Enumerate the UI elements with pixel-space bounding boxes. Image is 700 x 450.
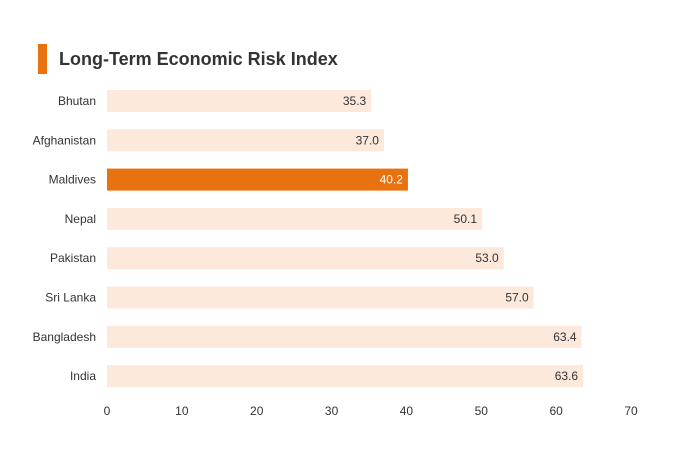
value-label-nepal: 50.1 xyxy=(454,212,478,226)
chart-title-block: Long-Term Economic Risk Index xyxy=(38,44,338,74)
bar-afghanistan xyxy=(107,129,384,152)
bar-bhutan xyxy=(107,90,372,112)
x-tick-label: 20 xyxy=(250,404,264,418)
value-label-sri-lanka: 57.0 xyxy=(505,291,529,305)
bar-nepal xyxy=(107,207,483,230)
category-label-pakistan: Pakistan xyxy=(50,251,96,265)
x-tick-label: 30 xyxy=(325,404,339,418)
category-label-bangladesh: Bangladesh xyxy=(33,330,96,344)
bar-india xyxy=(107,365,584,388)
bar-bangladesh xyxy=(107,325,582,348)
category-label-sri-lanka: Sri Lanka xyxy=(45,291,96,305)
x-tick-label: 40 xyxy=(400,404,414,418)
value-label-bangladesh: 63.4 xyxy=(553,330,577,344)
value-label-maldives: 40.2 xyxy=(380,173,404,187)
category-label-afghanistan: Afghanistan xyxy=(33,133,96,147)
bar-maldives xyxy=(107,168,408,191)
x-tick-label: 60 xyxy=(549,404,563,418)
category-label-nepal: Nepal xyxy=(65,212,96,226)
value-label-bhutan: 35.3 xyxy=(343,94,367,108)
x-tick-label: 10 xyxy=(175,404,189,418)
title-accent-bar xyxy=(38,44,47,74)
x-tick-label: 0 xyxy=(104,404,111,418)
category-label-india: India xyxy=(70,369,96,383)
value-label-pakistan: 53.0 xyxy=(475,251,499,265)
x-tick-label: 50 xyxy=(475,404,489,418)
value-label-india: 63.6 xyxy=(555,369,579,383)
category-label-maldives: Maldives xyxy=(49,173,96,187)
x-tick-label: 70 xyxy=(624,404,638,418)
bar-pakistan xyxy=(107,247,504,270)
category-label-bhutan: Bhutan xyxy=(58,94,96,108)
chart-title: Long-Term Economic Risk Index xyxy=(59,48,338,69)
value-label-afghanistan: 37.0 xyxy=(356,133,380,147)
bar-sri-lanka xyxy=(107,286,534,309)
